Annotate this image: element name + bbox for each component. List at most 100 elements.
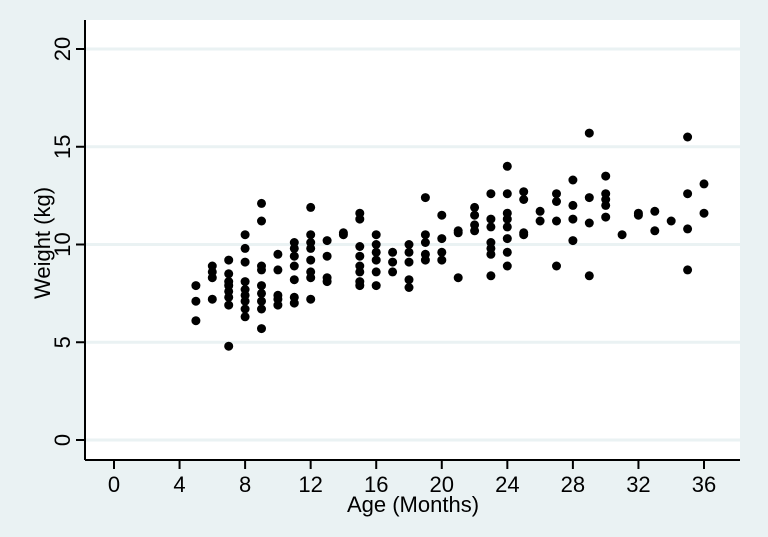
data-point xyxy=(224,341,234,351)
data-point xyxy=(404,240,414,249)
data-point xyxy=(289,243,299,253)
y-tick-label: 15 xyxy=(50,135,75,159)
data-point xyxy=(257,265,266,275)
data-point xyxy=(224,292,234,302)
data-point xyxy=(240,230,250,240)
data-points xyxy=(191,128,709,351)
data-point xyxy=(470,226,480,236)
data-point xyxy=(584,193,594,203)
data-point xyxy=(633,210,643,220)
data-point xyxy=(601,171,611,181)
data-point xyxy=(699,179,709,189)
data-point xyxy=(568,236,578,246)
data-point xyxy=(502,161,512,171)
data-point xyxy=(420,238,430,247)
data-point xyxy=(568,214,578,224)
data-point xyxy=(486,214,496,224)
data-point xyxy=(486,249,496,259)
x-tick-label: 0 xyxy=(108,472,120,497)
x-axis-ticks: 0 4 8 12 16 20 24 28 32 36 xyxy=(108,460,716,497)
data-point xyxy=(502,214,512,224)
data-point xyxy=(552,216,561,226)
data-point xyxy=(371,267,381,277)
data-point xyxy=(240,243,250,253)
data-point xyxy=(502,189,512,199)
data-point xyxy=(338,230,348,240)
y-tick-label: 5 xyxy=(50,336,75,348)
data-point xyxy=(519,230,529,240)
data-point xyxy=(437,234,447,244)
data-point xyxy=(617,230,627,240)
data-point xyxy=(240,304,250,314)
x-tick-label: 16 xyxy=(364,472,388,497)
data-point xyxy=(568,175,578,185)
data-point xyxy=(355,242,365,251)
data-point xyxy=(486,271,496,281)
data-point xyxy=(322,251,332,261)
data-point xyxy=(470,202,480,212)
data-point xyxy=(584,218,594,228)
data-point xyxy=(437,255,447,265)
data-point xyxy=(240,312,250,322)
data-point xyxy=(601,212,611,222)
x-tick-label: 20 xyxy=(430,472,454,497)
data-point xyxy=(535,206,545,216)
data-point xyxy=(502,261,512,271)
data-point xyxy=(650,226,660,236)
data-point xyxy=(257,296,266,306)
data-point xyxy=(207,294,217,304)
data-point xyxy=(191,316,201,326)
data-point xyxy=(289,298,299,308)
data-point xyxy=(437,210,447,220)
data-point xyxy=(371,255,381,265)
y-axis-label: Weight (kg) xyxy=(30,187,55,299)
x-tick-label: 4 xyxy=(173,472,185,497)
data-point xyxy=(486,189,496,199)
data-point xyxy=(224,269,234,279)
data-point xyxy=(502,222,512,232)
data-point xyxy=(289,261,299,271)
y-tick-label: 20 xyxy=(50,37,75,61)
data-point xyxy=(420,193,430,203)
data-point xyxy=(388,247,398,257)
data-point xyxy=(404,257,414,267)
data-point xyxy=(191,281,201,291)
data-point xyxy=(322,236,332,246)
data-point xyxy=(257,281,266,291)
data-point xyxy=(191,296,201,306)
data-point xyxy=(306,273,316,283)
data-point xyxy=(666,216,676,226)
data-point xyxy=(388,267,398,277)
data-point xyxy=(273,300,283,310)
data-point xyxy=(519,187,529,197)
data-point xyxy=(371,240,381,249)
data-point xyxy=(306,255,316,265)
x-tick-label: 36 xyxy=(692,472,716,497)
data-point xyxy=(240,296,250,306)
data-point xyxy=(306,294,316,304)
data-point xyxy=(371,247,381,257)
data-point xyxy=(552,261,561,271)
data-point xyxy=(552,197,561,206)
plot-area xyxy=(85,20,740,460)
data-point xyxy=(257,288,266,298)
data-point xyxy=(289,275,299,285)
y-tick-label: 10 xyxy=(50,232,75,256)
data-point xyxy=(371,281,381,291)
data-point xyxy=(420,255,430,265)
data-point xyxy=(240,257,250,267)
data-point xyxy=(355,214,365,224)
data-point xyxy=(502,234,512,244)
data-point xyxy=(683,265,693,275)
data-point xyxy=(306,230,316,240)
data-point xyxy=(355,267,365,277)
data-point xyxy=(437,247,447,257)
data-point xyxy=(240,277,250,287)
data-point xyxy=(420,230,430,240)
data-point xyxy=(683,189,693,199)
data-point xyxy=(535,216,545,226)
data-point xyxy=(289,251,299,261)
data-point xyxy=(257,324,266,334)
x-tick-label: 24 xyxy=(495,472,519,497)
